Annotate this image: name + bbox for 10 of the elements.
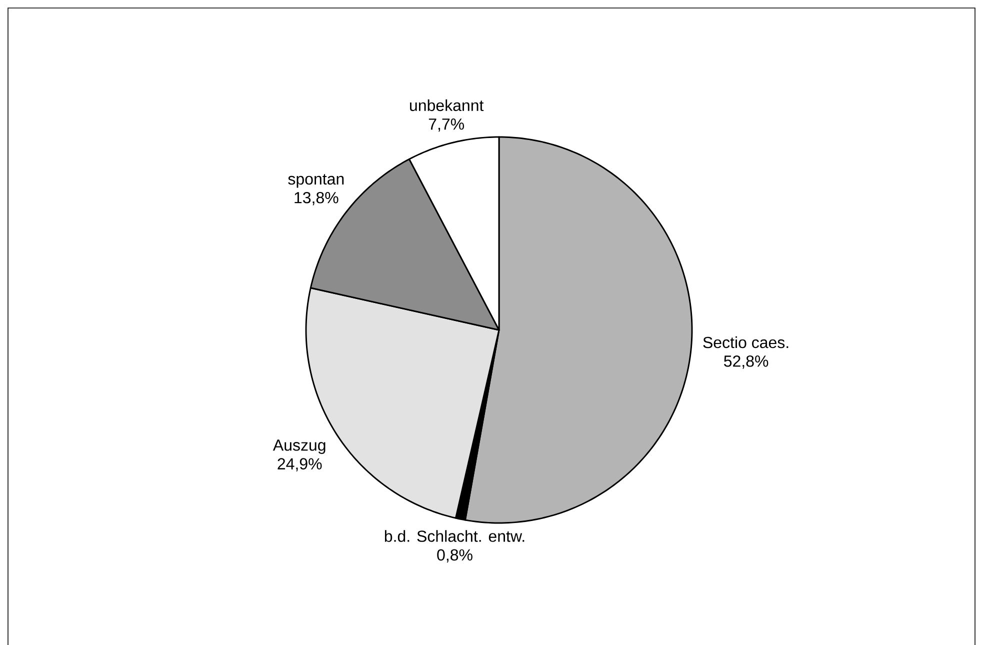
slice-label: b.d. Schlacht. entw. — [384, 530, 524, 542]
slice-label: unbekannt — [410, 99, 484, 112]
slice-label: Sectio caes. — [703, 336, 788, 348]
slice-label: spontan — [288, 174, 344, 188]
data-label: 13,8% — [294, 192, 338, 206]
data-label: 52,8% — [724, 355, 768, 369]
data-label: 24,9% — [278, 458, 322, 472]
data-label: 0,8% — [437, 549, 472, 562]
slice-label: Auszug — [272, 440, 326, 454]
data-label: 7,7% — [428, 118, 464, 132]
